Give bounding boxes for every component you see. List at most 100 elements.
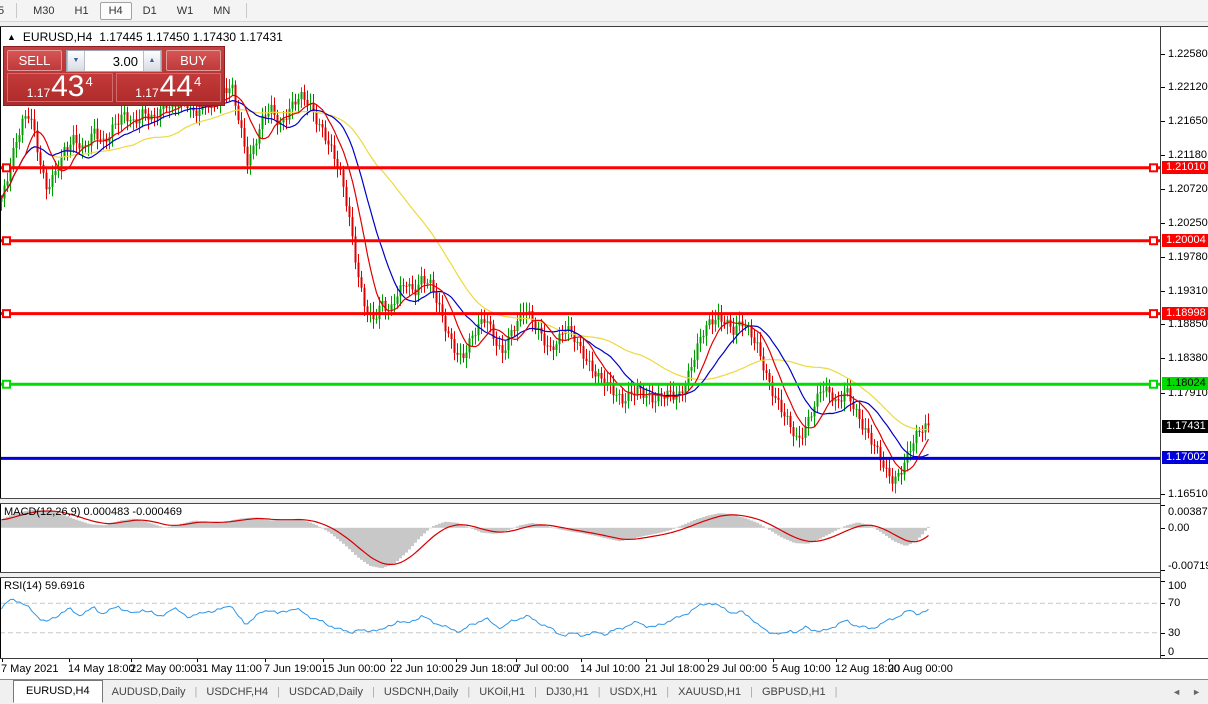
volume-decrease-icon[interactable]: ▼: [67, 50, 85, 71]
price-tick-mark: [1161, 222, 1165, 224]
hline-handle[interactable]: [2, 236, 11, 246]
macd-tick-mark: [1161, 505, 1165, 506]
price-tick-mark: [1161, 291, 1165, 293]
rsi-tick-mark: [1161, 603, 1165, 605]
sell-price-pips: 43: [51, 70, 85, 103]
rsi-tick-label: 100: [1168, 580, 1187, 592]
sell-button[interactable]: SELL: [7, 50, 62, 71]
tab-separator: |: [467, 686, 471, 698]
rsi-tick-label: 70: [1168, 597, 1181, 610]
panel-splitter[interactable]: [0, 498, 1208, 504]
price-chart-plot[interactable]: [0, 27, 1160, 498]
time-tick-mark: [391, 659, 392, 662]
macd-tick-label: 0.00: [1168, 521, 1190, 534]
chart-tab-eurusd-h4[interactable]: EURUSD,H4: [13, 680, 103, 703]
chart-tab-xauusd-h1[interactable]: XAUUSD,H1: [678, 686, 742, 698]
macd-tick-label: 0.003873: [1168, 506, 1208, 518]
current-price-label: 1.17431: [1162, 420, 1208, 434]
panel-splitter[interactable]: [0, 572, 1208, 578]
timeframe-button-h1[interactable]: H1: [74, 4, 89, 17]
tab-separator: |: [597, 686, 601, 698]
chart-tab-usdchf-h4[interactable]: USDCHF,H4: [206, 686, 269, 698]
chart-tab-dj30-h1[interactable]: DJ30,H1: [545, 686, 589, 698]
tab-scroll-left-icon[interactable]: ◄: [1172, 687, 1182, 697]
price-tick-label: 1.19310: [1168, 285, 1208, 298]
time-tick-label: 29 Jun 18:00: [455, 663, 519, 675]
chart-tab-gbpusd-h1[interactable]: GBPUSD,H1: [761, 686, 826, 698]
time-tick-label: 7 May 2021: [1, 663, 59, 675]
time-tick-label: 15 Jun 00:00: [322, 663, 386, 675]
buy-price-display[interactable]: 1.17 44 4: [115, 72, 221, 102]
sell-price-bigfigure: 1.17: [26, 86, 51, 100]
timeframe-button-w1[interactable]: W1: [176, 4, 194, 17]
chart-tab-ukoil-h1[interactable]: UKOil,H1: [479, 686, 526, 698]
hline-handle[interactable]: [2, 163, 11, 173]
time-tick-mark: [646, 659, 647, 662]
chart-tab-usdx-h1[interactable]: USDX,H1: [609, 686, 658, 698]
sell-price-pipette: 4: [85, 74, 93, 89]
time-tick-mark: [773, 659, 774, 662]
macd-tick-mark: [1161, 527, 1165, 529]
tab-separator: |: [834, 686, 838, 698]
time-tick-label: 22 Jun 10:00: [390, 663, 454, 675]
price-tick-mark: [1161, 87, 1165, 89]
price-tick-mark: [1161, 256, 1165, 258]
hline-handle[interactable]: [1149, 163, 1158, 173]
rsi-indicator-plot: [0, 578, 1160, 658]
time-tick-label: 7 Jun 19:00: [264, 663, 322, 675]
tab-separator: |: [666, 686, 670, 698]
time-tick-mark: [197, 659, 198, 662]
time-tick-mark: [581, 659, 582, 662]
sell-price-display[interactable]: 1.17 43 4: [7, 70, 113, 103]
timeframe-toolbar: 5 M30 H1 H4 D1 W1 MN: [0, 0, 1208, 22]
buy-price-bigfigure: 1.17: [135, 86, 159, 100]
timeframe-button-d1[interactable]: D1: [142, 4, 157, 17]
time-tick-label: 20 Aug 00:00: [888, 663, 953, 675]
time-tick-label: 7 Jul 00:00: [515, 663, 569, 675]
hline-handle[interactable]: [1149, 379, 1158, 389]
price-tick-label: 1.22120: [1168, 81, 1208, 94]
chart-tab-audusd-daily[interactable]: AUDUSD,Daily: [111, 686, 186, 698]
hline-price-label: 1.20004: [1162, 233, 1208, 247]
price-tick-label: 1.19780: [1168, 250, 1208, 263]
chart-tab-usdcad-daily[interactable]: USDCAD,Daily: [289, 686, 363, 698]
timeframe-button-mn[interactable]: MN: [213, 4, 231, 17]
chart-tab-usdcnh-daily[interactable]: USDCNH,Daily: [383, 686, 459, 698]
tab-separator: |: [750, 686, 753, 698]
ma-slow-line: [0, 109, 929, 431]
time-tick-mark: [456, 659, 457, 662]
price-tick-label: 1.22580: [1168, 48, 1208, 60]
collapse-trade-panel-icon[interactable]: ▲: [7, 32, 16, 42]
price-tick-label: 1.21180: [1168, 149, 1207, 162]
buy-button[interactable]: BUY: [166, 50, 221, 71]
price-tick-mark: [1161, 494, 1165, 495]
time-tick-label: 5 Aug 10:00: [772, 663, 831, 675]
volume-input[interactable]: 3.00: [112, 53, 138, 69]
time-tick-label: 29 Jul 00:00: [707, 663, 767, 675]
price-axis: 1.22580 1.22120 1.21650 1.21180 1.20720 1.202…: [1160, 27, 1208, 658]
hline-handle[interactable]: [2, 309, 11, 319]
time-axis: 7 May 2021 14 May 18:00 22 May 00:00 31 May…: [0, 659, 1160, 680]
price-tick-mark: [1161, 121, 1165, 123]
tab-scroll-right-icon[interactable]: ►: [1192, 687, 1201, 697]
timeframe-button-m5-partial[interactable]: 5: [0, 4, 5, 17]
rsi-tick-label: 30: [1168, 626, 1181, 639]
time-tick-label: 21 Jul 18:00: [645, 663, 705, 675]
timeframe-button-h4[interactable]: H4: [99, 1, 132, 20]
time-tick-mark: [265, 659, 266, 662]
time-tick-mark: [69, 659, 70, 662]
macd-indicator-plot: [0, 504, 930, 572]
volume-increase-icon[interactable]: ▲: [143, 50, 161, 71]
rsi-label: RSI(14) 59.6916: [4, 580, 85, 592]
time-tick-mark: [836, 659, 837, 662]
hline-handle[interactable]: [2, 379, 11, 389]
rsi-tick-mark: [1161, 632, 1165, 634]
hline-price-label: 1.18024: [1162, 377, 1208, 391]
hline-handle[interactable]: [1149, 236, 1158, 246]
rsi-tick-mark: [1161, 581, 1165, 582]
one-click-trade-panel: SELL ▼ 3.00 ▲ BUY 1.17 43 4 1.17 44 4: [3, 46, 225, 106]
chart-tab-bar: EURUSD,H4 AUDUSD,Daily | USDCHF,H4 | USDCAD,D…: [0, 679, 1208, 704]
hline-handle[interactable]: [1149, 309, 1158, 319]
timeframe-button-m30[interactable]: M30: [33, 4, 55, 17]
